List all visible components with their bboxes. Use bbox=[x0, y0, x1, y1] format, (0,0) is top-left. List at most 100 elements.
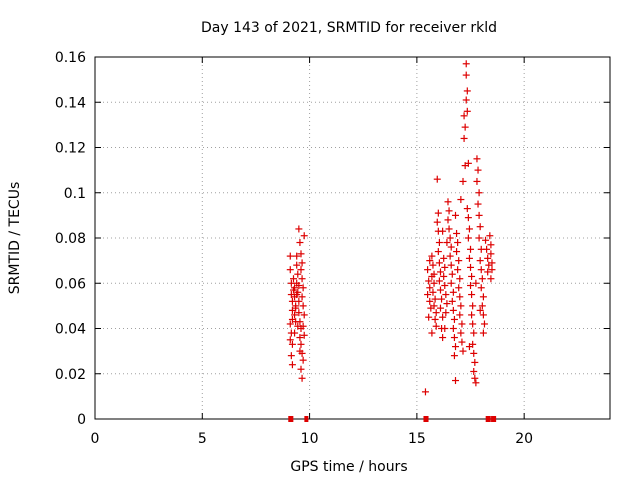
data-point bbox=[479, 311, 487, 319]
data-point bbox=[457, 196, 465, 204]
data-point bbox=[441, 282, 449, 290]
data-point bbox=[289, 286, 297, 294]
x-tick-labels: 0 5 10 15 20 bbox=[91, 431, 534, 447]
data-point bbox=[474, 200, 482, 208]
x-tick-label: 20 bbox=[515, 431, 533, 447]
data-point bbox=[428, 329, 436, 337]
data-point bbox=[445, 225, 453, 233]
data-point bbox=[426, 297, 434, 305]
data-point bbox=[298, 275, 306, 283]
data-point bbox=[300, 331, 308, 339]
data-point bbox=[296, 318, 304, 326]
data-point bbox=[299, 284, 307, 292]
data-point bbox=[299, 356, 307, 364]
data-point bbox=[298, 293, 306, 301]
data-point bbox=[464, 214, 472, 222]
data-point bbox=[445, 207, 453, 215]
data-point bbox=[476, 306, 484, 314]
data-point bbox=[286, 320, 294, 328]
data-point bbox=[469, 302, 477, 310]
data-point bbox=[289, 275, 297, 283]
y-tick-label: 0.12 bbox=[55, 141, 86, 157]
data-point bbox=[439, 334, 447, 342]
data-point bbox=[443, 300, 451, 308]
data-point bbox=[472, 379, 480, 387]
data-point bbox=[458, 338, 466, 346]
data-point bbox=[470, 349, 478, 357]
data-point bbox=[433, 218, 441, 226]
data-point bbox=[288, 297, 296, 305]
data-point bbox=[294, 270, 302, 278]
data-point bbox=[448, 297, 456, 305]
data-point bbox=[486, 232, 494, 240]
data-point bbox=[296, 347, 304, 355]
data-point bbox=[477, 266, 485, 274]
data-point bbox=[462, 96, 470, 104]
data-point bbox=[439, 313, 447, 321]
data-point bbox=[433, 175, 441, 183]
data-point bbox=[447, 261, 455, 269]
data-point bbox=[465, 254, 473, 262]
data-point bbox=[487, 241, 495, 249]
data-point bbox=[477, 284, 485, 292]
data-point bbox=[476, 223, 484, 231]
data-point bbox=[434, 248, 442, 256]
data-point bbox=[288, 361, 296, 369]
data-point bbox=[484, 268, 492, 276]
data-point bbox=[460, 134, 468, 142]
data-point bbox=[435, 239, 443, 247]
data-point bbox=[434, 209, 442, 217]
data-point bbox=[479, 329, 487, 337]
data-point bbox=[463, 87, 471, 95]
data-point bbox=[426, 257, 434, 265]
y-axis-label: SRMTID / TECUs bbox=[7, 182, 23, 295]
data-point bbox=[478, 275, 486, 283]
data-point bbox=[435, 259, 443, 267]
data-point bbox=[432, 322, 440, 330]
data-point bbox=[449, 325, 457, 332]
data-point bbox=[297, 365, 305, 373]
x-tick-label: 15 bbox=[408, 431, 426, 447]
data-point bbox=[429, 261, 437, 269]
data-point bbox=[470, 367, 478, 375]
data-point bbox=[482, 236, 490, 244]
data-point bbox=[471, 374, 479, 382]
x-tick-label: 5 bbox=[198, 431, 207, 447]
data-point bbox=[468, 291, 476, 299]
data-point bbox=[475, 211, 483, 219]
data-point bbox=[465, 225, 473, 233]
data-point bbox=[488, 259, 496, 267]
data-point bbox=[452, 211, 459, 219]
axis-marker bbox=[492, 416, 497, 422]
data-point bbox=[444, 216, 452, 224]
y-tick-label: 0.06 bbox=[55, 276, 86, 292]
data-point bbox=[299, 302, 307, 310]
data-point bbox=[435, 277, 443, 285]
data-point bbox=[442, 309, 450, 317]
data-point bbox=[471, 358, 479, 366]
data-point bbox=[439, 227, 447, 235]
y-tick-label: 0.16 bbox=[55, 50, 86, 66]
data-point bbox=[467, 263, 475, 271]
data-point bbox=[297, 250, 305, 258]
y-tick-label: 0.08 bbox=[55, 231, 86, 247]
grid-lines bbox=[95, 57, 610, 419]
axis-markers bbox=[288, 416, 497, 422]
x-tick-label: 10 bbox=[301, 431, 319, 447]
data-point bbox=[465, 343, 473, 351]
data-point bbox=[286, 266, 294, 274]
data-point bbox=[431, 295, 439, 303]
data-point bbox=[432, 309, 440, 317]
data-point bbox=[441, 263, 449, 271]
data-point bbox=[475, 189, 483, 197]
data-point bbox=[463, 107, 471, 115]
data-point bbox=[464, 159, 472, 167]
data-point bbox=[429, 288, 437, 296]
data-point bbox=[444, 198, 452, 206]
data-point bbox=[297, 340, 305, 348]
y-tick-label: 0.1 bbox=[64, 186, 86, 202]
data-point bbox=[296, 239, 304, 247]
plot-frame bbox=[94, 56, 611, 420]
data-point bbox=[295, 225, 303, 233]
